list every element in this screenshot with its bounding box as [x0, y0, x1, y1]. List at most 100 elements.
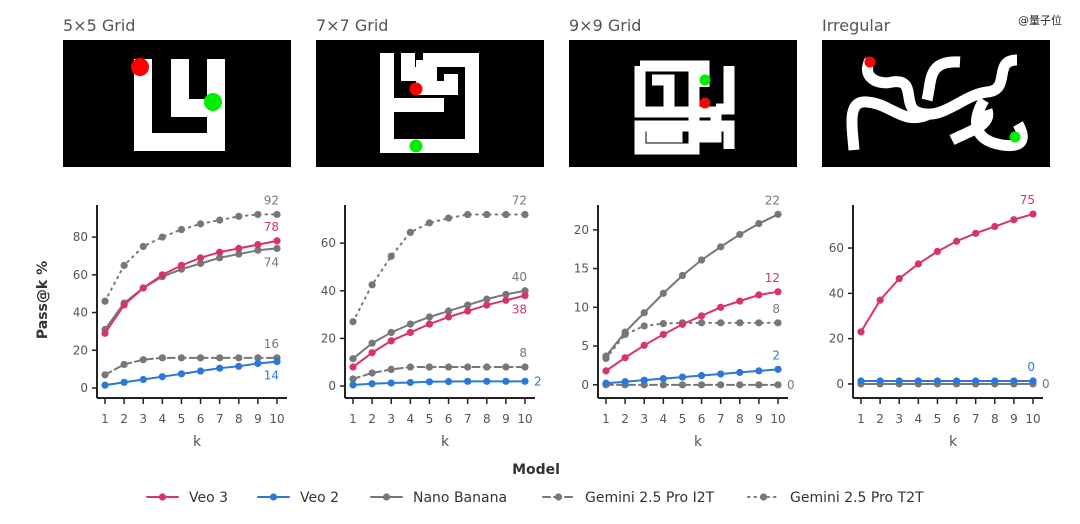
- data-point-nano-banana: [717, 243, 725, 251]
- end-label-gemini-2-5-pro-i2t: 0: [787, 378, 795, 392]
- data-point-veo-3: [101, 329, 109, 337]
- data-point-gemini-2-5-pro-t2t: [736, 319, 744, 327]
- y-tick-label: 60: [73, 268, 88, 282]
- data-point-veo-3: [120, 301, 128, 309]
- data-point-gemini-2-5-pro-t2t: [717, 319, 725, 327]
- data-point-gemini-2-5-pro-i2t: [659, 381, 667, 389]
- data-point-veo-2: [387, 379, 395, 387]
- data-point-veo-3: [254, 241, 262, 249]
- data-point-veo-3: [273, 237, 281, 245]
- data-point-veo-2: [483, 377, 491, 385]
- panel-title-5x5: 5×5 Grid: [63, 16, 136, 35]
- end-label-gemini-2-5-pro-t2t: 72: [512, 194, 527, 208]
- data-point-gemini-2-5-pro-t2t: [774, 319, 782, 327]
- x-tick-label: 1: [101, 412, 109, 426]
- data-point-veo-3: [755, 291, 763, 299]
- data-point-gemini-2-5-pro-t2t: [196, 220, 205, 228]
- data-point-veo-2: [444, 377, 453, 386]
- data-point-veo-3: [349, 363, 357, 371]
- data-point-gemini-2-5-pro-t2t: [177, 225, 186, 234]
- data-point-gemini-2-5-pro-t2t: [349, 318, 357, 326]
- goal-marker: [204, 93, 222, 111]
- start-marker: [864, 56, 876, 68]
- data-point-gemini-2-5-pro-t2t: [755, 319, 763, 327]
- goal-marker: [699, 74, 711, 86]
- x-tick-label: 4: [660, 412, 668, 426]
- data-point-gemini-2-5-pro-i2t: [196, 354, 205, 362]
- data-point-gemini-2-5-pro-t2t: [444, 214, 453, 222]
- data-point-veo-2: [933, 377, 942, 385]
- legend-marker: [382, 493, 391, 501]
- data-point-veo-2: [640, 376, 648, 384]
- end-label-veo-3: 78: [264, 220, 279, 234]
- data-point-gemini-2-5-pro-i2t: [216, 354, 224, 362]
- data-point-veo-2: [736, 368, 744, 377]
- x-tick-label: 7: [972, 412, 980, 426]
- y-tick-label: 0: [836, 377, 844, 391]
- end-label-veo-2: 0: [1027, 360, 1035, 374]
- legend-label: Nano Banana: [413, 490, 507, 506]
- goal-marker: [1009, 131, 1021, 143]
- data-point-veo-3: [991, 222, 999, 231]
- legend-item-veo-3: Veo 3: [146, 490, 228, 506]
- series-line-gemini-2-5-pro-t2t: [605, 321, 779, 360]
- end-label-veo-2: 2: [772, 348, 780, 362]
- y-tick-label: 60: [321, 236, 336, 250]
- data-point-gemini-2-5-pro-i2t: [444, 363, 453, 371]
- data-point-gemini-2-5-pro-i2t: [158, 354, 166, 362]
- x-tick-label: 4: [407, 412, 415, 426]
- data-point-veo-3: [895, 275, 903, 283]
- x-tick-label: 10: [770, 412, 785, 426]
- y-tick-label: 40: [829, 286, 844, 300]
- data-point-nano-banana: [387, 328, 395, 337]
- x-tick-label: 5: [178, 412, 186, 426]
- legend-item-gemini-2-5-pro-t2t: Gemini 2.5 Pro T2T: [747, 490, 924, 506]
- data-point-veo-3: [425, 320, 434, 328]
- series-line-gemini-2-5-pro-i2t: [104, 356, 278, 376]
- data-point-gemini-2-5-pro-i2t: [425, 363, 434, 371]
- x-axis-label: k: [193, 434, 202, 450]
- data-point-gemini-2-5-pro-t2t: [502, 210, 510, 219]
- y-tick-label: 0: [328, 379, 336, 393]
- data-point-veo-3: [736, 297, 744, 305]
- data-point-nano-banana: [273, 244, 281, 252]
- data-point-gemini-2-5-pro-t2t: [120, 261, 128, 269]
- data-point-veo-3: [952, 237, 961, 245]
- x-axis-label: k: [949, 434, 958, 450]
- data-point-veo-3: [502, 296, 510, 304]
- data-point-veo-3: [158, 271, 166, 279]
- x-tick-label: 9: [502, 412, 510, 426]
- data-point-veo-2: [216, 364, 224, 372]
- y-tick-label: 20: [73, 343, 88, 357]
- x-tick-label: 2: [621, 412, 629, 426]
- data-point-nano-banana: [697, 256, 706, 264]
- x-tick-label: 1: [602, 412, 610, 426]
- data-point-veo-3: [678, 320, 687, 328]
- data-point-veo-3: [621, 354, 629, 362]
- x-tick-label: 10: [269, 412, 284, 426]
- data-point-nano-banana: [235, 250, 243, 258]
- series-line-gemini-2-5-pro-i2t: [352, 366, 526, 380]
- x-tick-label: 8: [991, 412, 999, 426]
- data-point-gemini-2-5-pro-t2t: [235, 212, 243, 220]
- data-point-nano-banana: [254, 246, 262, 254]
- x-tick-label: 4: [159, 412, 167, 426]
- data-point-gemini-2-5-pro-i2t: [678, 381, 687, 389]
- end-label-gemini-2-5-pro-i2t: 16: [264, 337, 279, 351]
- data-point-nano-banana: [736, 230, 744, 239]
- data-point-gemini-2-5-pro-i2t: [755, 381, 763, 389]
- data-point-veo-2: [425, 378, 434, 386]
- series-line-veo-2: [104, 360, 278, 387]
- legend-marker: [554, 493, 563, 501]
- data-point-veo-3: [876, 296, 884, 304]
- data-point-veo-3: [216, 248, 224, 256]
- data-point-gemini-2-5-pro-t2t: [254, 210, 262, 219]
- data-point-veo-2: [774, 365, 782, 373]
- legend-marker: [158, 493, 167, 501]
- data-point-nano-banana: [621, 328, 629, 336]
- maze-image-7x7: [316, 40, 544, 167]
- data-point-veo-3: [774, 288, 782, 296]
